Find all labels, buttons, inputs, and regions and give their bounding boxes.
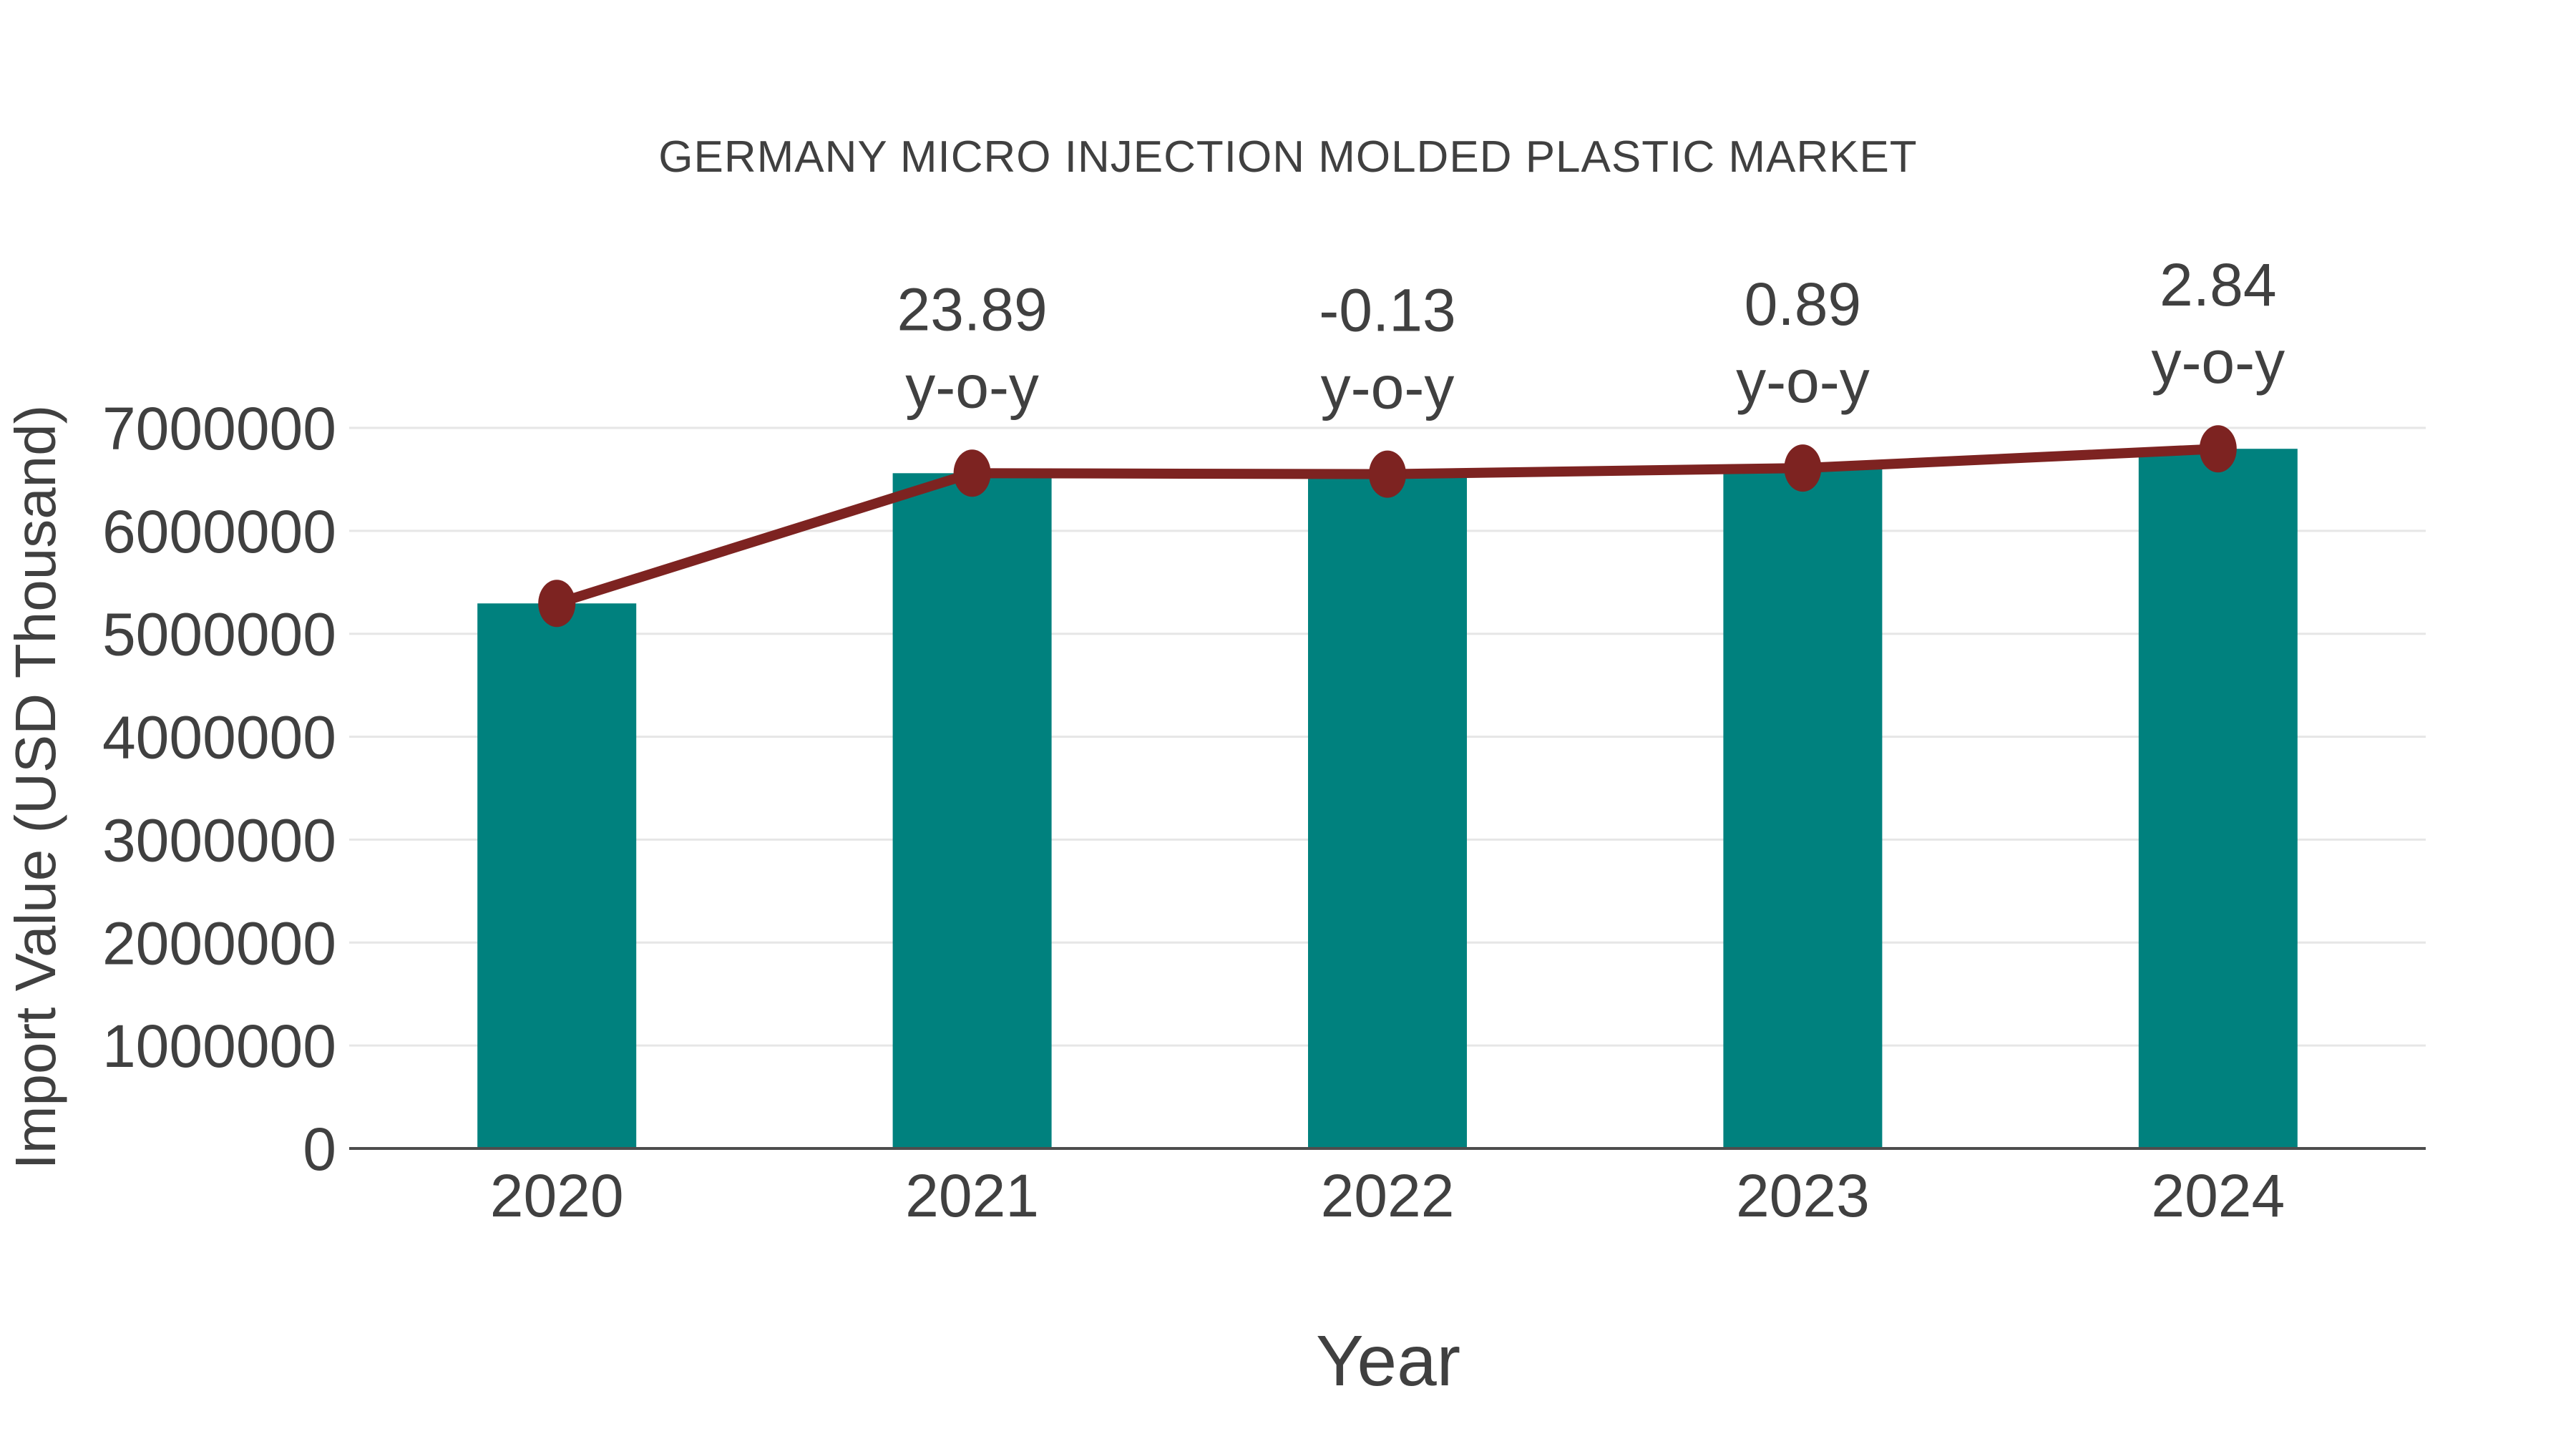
- annotation-label: y-o-y: [1736, 348, 1870, 415]
- trend-marker-2020: [538, 580, 576, 628]
- annotation-value: 2.84: [2160, 251, 2277, 318]
- y-tick-label: 2000000: [102, 909, 336, 977]
- bar-2020: [477, 603, 637, 1148]
- x-tick-label: 2023: [1736, 1162, 1870, 1229]
- y-axis-title: Import Value (USD Thousand): [4, 404, 67, 1170]
- y-tick-label: 3000000: [102, 806, 336, 874]
- trend-marker-2024: [2199, 425, 2237, 473]
- bar-2024: [2138, 449, 2298, 1148]
- bar-2022: [1308, 474, 1467, 1148]
- y-tick-label: 1000000: [102, 1013, 336, 1080]
- x-tick-label: 2021: [905, 1162, 1039, 1229]
- x-axis-title: Year: [1315, 1321, 1461, 1401]
- bar-2023: [1723, 468, 1883, 1148]
- y-tick-label: 5000000: [102, 601, 336, 668]
- y-tick-label: 7000000: [102, 395, 336, 462]
- y-tick-label: 6000000: [102, 498, 336, 565]
- trend-marker-2022: [1369, 450, 1406, 498]
- chart-title: GERMANY MICRO INJECTION MOLDED PLASTIC M…: [658, 132, 1918, 182]
- x-tick-label: 2020: [490, 1162, 624, 1229]
- x-tick-label: 2024: [2151, 1162, 2285, 1229]
- annotation-label: y-o-y: [905, 353, 1039, 420]
- x-tick-label: 2022: [1321, 1162, 1455, 1229]
- y-tick-label: 0: [303, 1116, 336, 1183]
- bar-2021: [892, 473, 1052, 1148]
- y-tick-label: 4000000: [102, 704, 336, 771]
- annotation-value: 23.89: [897, 275, 1047, 343]
- annotation-label: y-o-y: [2151, 328, 2285, 396]
- annotation-value: 0.89: [1745, 270, 1862, 338]
- trend-marker-2021: [953, 449, 991, 497]
- trend-marker-2023: [1784, 444, 1822, 492]
- annotation-value: -0.13: [1319, 277, 1455, 344]
- annotation-label: y-o-y: [1321, 354, 1455, 421]
